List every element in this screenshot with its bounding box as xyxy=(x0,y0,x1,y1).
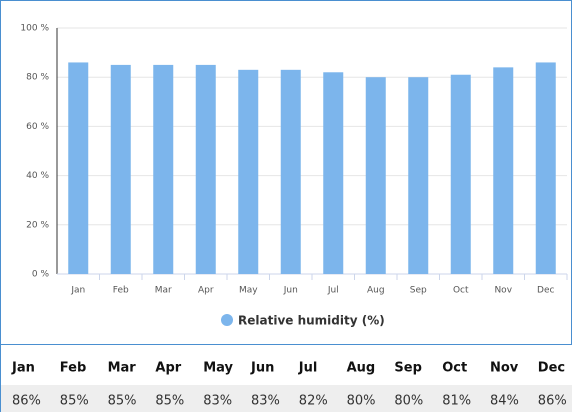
table-cell: 84% xyxy=(490,394,519,409)
bar xyxy=(153,64,174,275)
table-header: Jun xyxy=(250,361,274,376)
table-cell: 80% xyxy=(347,394,376,409)
table-header: Feb xyxy=(60,361,86,376)
legend-label: Relative humidity (%) xyxy=(238,314,385,328)
x-tick-label: May xyxy=(239,286,258,296)
table-cell: 85% xyxy=(60,394,89,409)
table-cell: 81% xyxy=(442,394,471,409)
y-tick-label: 60 % xyxy=(26,122,49,132)
table-header: Jul xyxy=(298,361,318,376)
x-tick-label: Jul xyxy=(327,286,339,296)
y-tick-label: 80 % xyxy=(26,73,49,83)
bar xyxy=(365,77,386,274)
table-header: Nov xyxy=(490,361,519,376)
bar xyxy=(323,72,344,274)
y-tick-label: 0 % xyxy=(32,270,50,280)
table-cell: 86% xyxy=(538,394,567,409)
table-cell: 82% xyxy=(299,394,328,409)
x-tick-label: Aug xyxy=(367,286,385,296)
bar xyxy=(238,69,259,274)
table-cell: 80% xyxy=(394,394,423,409)
bar xyxy=(68,62,89,274)
y-tick-label: 20 % xyxy=(26,220,49,230)
bar xyxy=(535,62,556,274)
table-header: Dec xyxy=(538,361,565,376)
table-cell: 86% xyxy=(12,394,41,409)
table-header: Apr xyxy=(155,361,181,376)
table-header: Jan xyxy=(11,361,35,376)
table-row-bg xyxy=(1,385,572,412)
table-cell: 85% xyxy=(108,394,137,409)
bar xyxy=(493,67,514,274)
x-tick-label: Apr xyxy=(198,286,214,296)
x-tick-label: Dec xyxy=(537,286,554,296)
table-header: May xyxy=(203,361,233,376)
table-header: Aug xyxy=(347,361,376,376)
x-tick-label: Nov xyxy=(494,286,512,296)
table-header: Oct xyxy=(442,361,467,376)
x-tick-label: Jan xyxy=(70,286,85,296)
bar xyxy=(195,64,216,275)
bar xyxy=(450,74,471,275)
x-tick-label: Feb xyxy=(113,286,129,296)
x-tick-label: Oct xyxy=(453,286,469,296)
x-tick-label: Mar xyxy=(155,286,172,296)
table-cell: 83% xyxy=(251,394,280,409)
legend-symbol xyxy=(221,314,233,326)
table-header: Mar xyxy=(108,361,137,376)
table-header: Sep xyxy=(394,361,422,376)
x-tick-label: Jun xyxy=(283,286,298,296)
table-cell: 85% xyxy=(155,394,184,409)
bar xyxy=(280,69,301,274)
y-tick-label: 40 % xyxy=(26,171,49,181)
bar xyxy=(110,64,131,275)
x-tick-label: Sep xyxy=(410,286,427,296)
chart-frame xyxy=(0,0,572,345)
table-cell: 83% xyxy=(203,394,232,409)
y-tick-label: 100 % xyxy=(20,24,49,34)
bar xyxy=(408,77,429,274)
